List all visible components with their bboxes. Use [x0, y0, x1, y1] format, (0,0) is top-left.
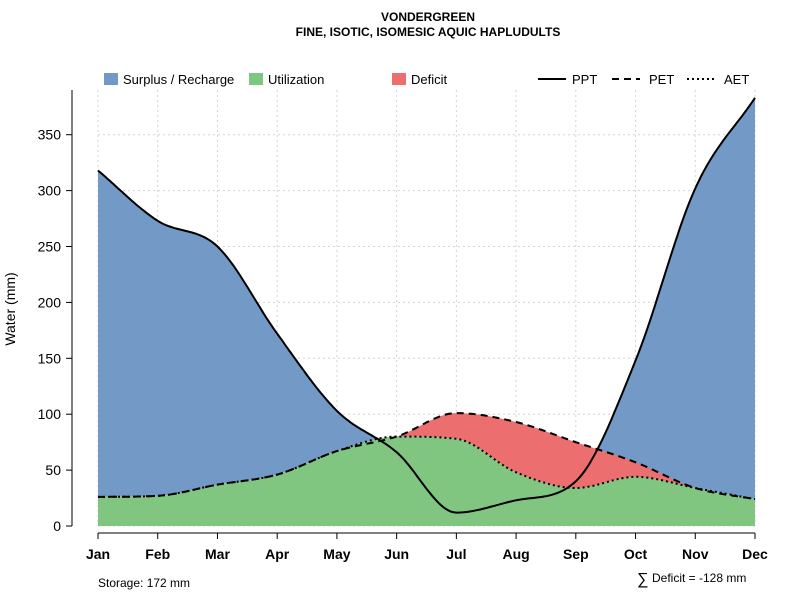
x-tick-label-nov: Nov [682, 546, 709, 562]
legend-swatch-surplus [104, 73, 118, 85]
y-tick-label-5: 250 [38, 239, 62, 255]
x-tick-label-dec: Dec [742, 546, 768, 562]
x-tick-label-jun: Jun [384, 546, 409, 562]
legend: Surplus / Recharge Utilization Deficit P… [104, 72, 749, 87]
x-tick-label-jan: Jan [86, 546, 110, 562]
legend-label-surplus: Surplus / Recharge [123, 72, 234, 87]
deficit-sum-icon: ∑ [637, 571, 648, 588]
deficit-annotation: Deficit = -128 mm [652, 571, 746, 585]
x-tick-label-jul: Jul [446, 546, 466, 562]
legend-label-aet: AET [724, 72, 749, 87]
y-tick-label-6: 300 [38, 183, 62, 199]
y-tick-label-1: 50 [45, 462, 61, 478]
legend-label-pet: PET [649, 72, 674, 87]
legend-swatch-deficit [392, 73, 406, 85]
x-tick-label-apr: Apr [265, 546, 290, 562]
x-tick-label-oct: Oct [624, 546, 648, 562]
y-tick-label-4: 200 [38, 294, 62, 310]
y-axis-label: Water (mm) [2, 272, 18, 345]
x-tick-label-aug: Aug [502, 546, 529, 562]
legend-label-utilization: Utilization [268, 72, 324, 87]
water-balance-chart: 0 50 100 150 200 250 300 350 Jan Feb Mar Apr May Jun J… [0, 0, 800, 600]
y-tick-label-2: 100 [38, 406, 62, 422]
y-tick-label-0: 0 [53, 518, 61, 534]
x-tick-label-feb: Feb [145, 546, 170, 562]
x-tick-label-sep: Sep [563, 546, 589, 562]
x-tick-label-mar: Mar [205, 546, 230, 562]
legend-label-deficit: Deficit [411, 72, 448, 87]
area-fills [98, 98, 755, 526]
x-tick-label-may: May [323, 546, 350, 562]
y-tick-label-7: 350 [38, 127, 62, 143]
chart-subtitle: FINE, ISOTIC, ISOMESIC AQUIC HAPLUDULTS [296, 25, 561, 39]
storage-annotation: Storage: 172 mm [98, 576, 190, 590]
chart-title: VONDERGREEN [381, 10, 475, 24]
y-tick-label-3: 150 [38, 350, 62, 366]
legend-swatch-utilization [249, 73, 263, 85]
legend-label-ppt: PPT [572, 72, 597, 87]
